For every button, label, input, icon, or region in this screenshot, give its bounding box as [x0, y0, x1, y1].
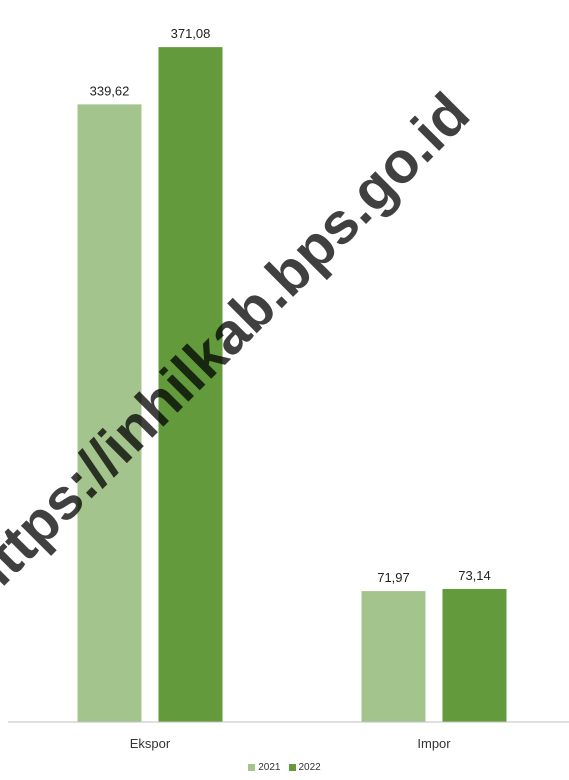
value-label-impor-2022: 73,14 — [458, 568, 491, 583]
value-label-impor-2021: 71,97 — [377, 570, 410, 585]
legend-swatch-2022 — [288, 764, 296, 771]
legend-label-2021: 2021 — [258, 762, 281, 773]
category-labels-group: Ekspor Impor — [130, 736, 452, 751]
bar-ekspor-2022 — [158, 47, 223, 722]
legend-item-2021: 2021 — [248, 762, 281, 773]
category-label-impor: Impor — [417, 736, 451, 751]
bar-ekspor-2021 — [77, 104, 142, 722]
value-label-ekspor-2022: 371,08 — [171, 26, 211, 41]
legend-label-2022: 2022 — [298, 762, 321, 773]
category-label-ekspor: Ekspor — [130, 736, 171, 751]
value-label-ekspor-2021: 339,62 — [90, 83, 130, 98]
legend: 2021 2022 — [0, 762, 569, 773]
legend-item-2022: 2022 — [288, 762, 321, 773]
bars-group — [77, 47, 507, 722]
value-labels-group: 339,62 371,08 71,97 73,14 — [90, 26, 491, 585]
bar-impor-2022 — [442, 588, 507, 722]
legend-swatch-2021 — [248, 764, 256, 771]
bar-impor-2021 — [361, 591, 426, 722]
